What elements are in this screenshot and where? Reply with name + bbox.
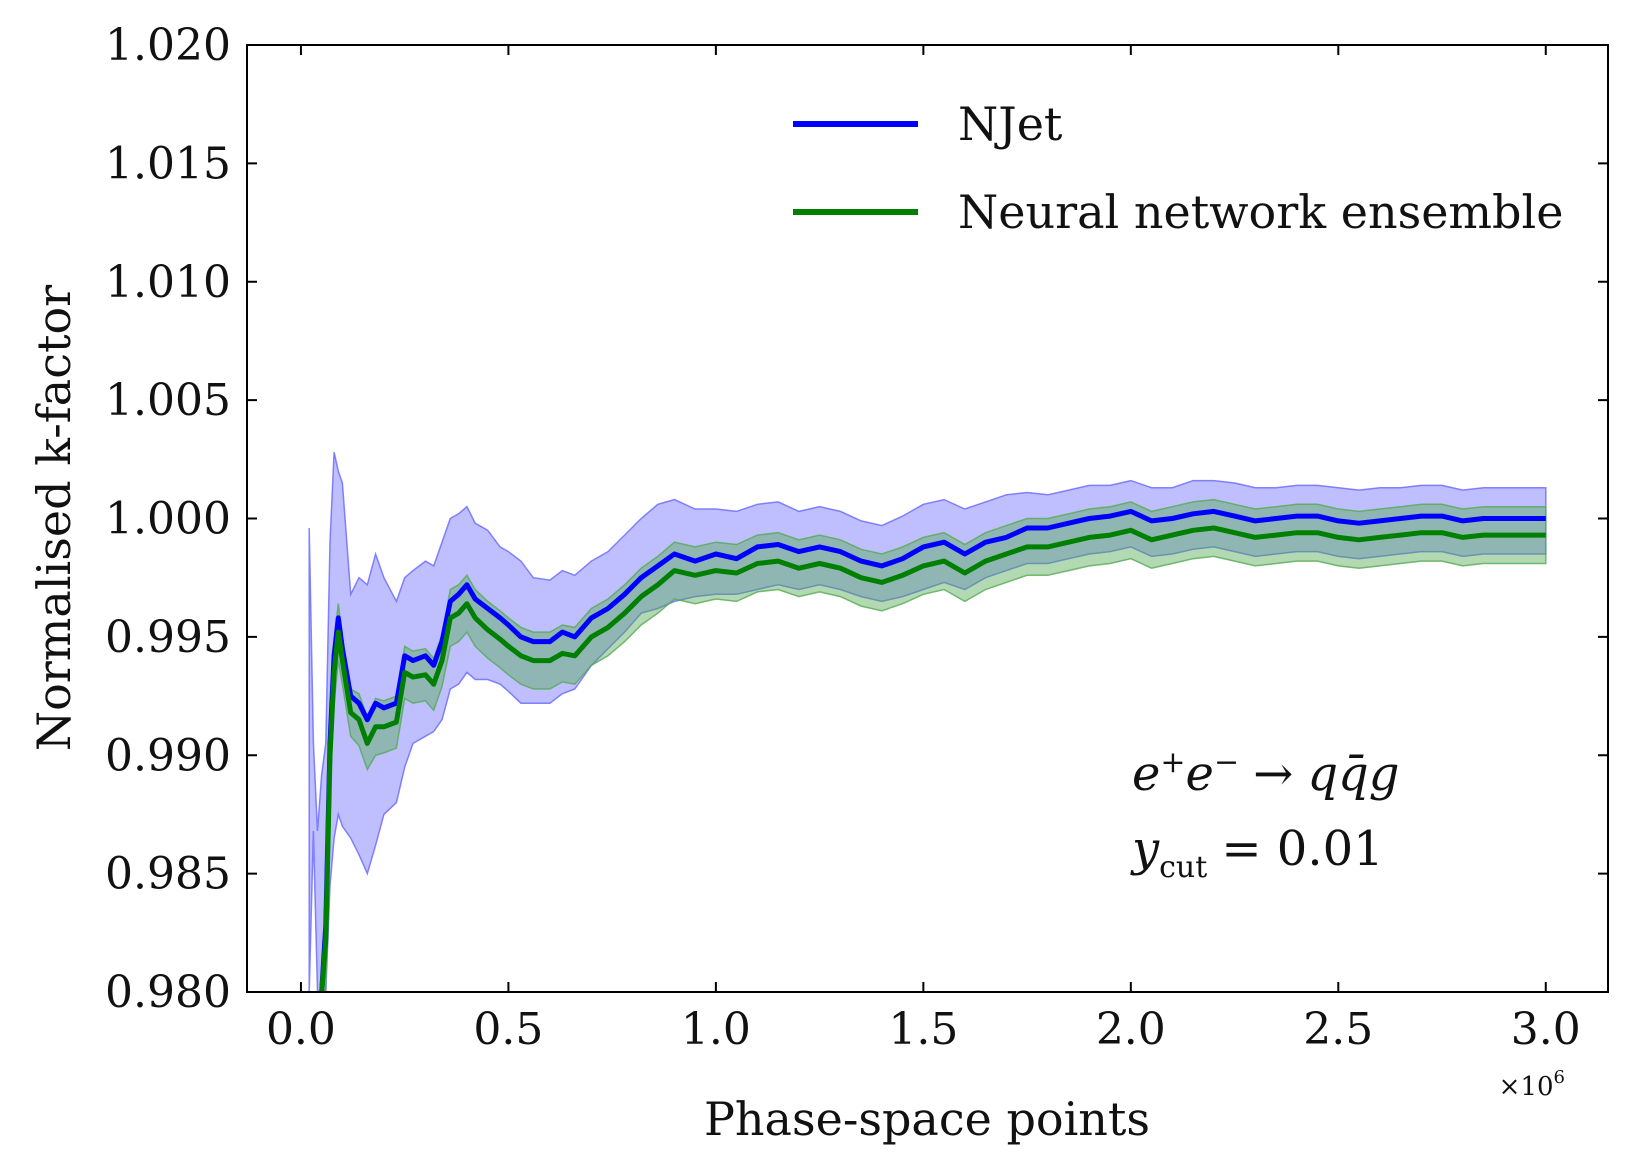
x-axis-ticks: 0.0 0.5 1.0 1.5 2.0 2.5 3.0 xyxy=(266,45,1581,1055)
y-tick-label: 1.000 xyxy=(105,494,231,545)
process-formula: e+e− → qq̄g xyxy=(1132,745,1400,802)
njet-line xyxy=(319,508,1546,992)
nn-ensemble-line xyxy=(319,525,1546,992)
y-tick-label: 1.010 xyxy=(105,257,231,308)
x-axis-multiplier: ×106 xyxy=(1499,1067,1565,1102)
y-tick-label: 0.995 xyxy=(105,612,231,663)
y-tick-label: 0.980 xyxy=(105,967,231,1018)
x-tick-label: 0.0 xyxy=(266,1004,336,1055)
legend-label-njet: NJet xyxy=(958,97,1063,151)
y-axis-ticks: 0.980 0.985 0.990 0.995 1.000 1.005 1.010 1.015… xyxy=(105,20,1608,1018)
x-tick-label: 2.5 xyxy=(1303,1004,1373,1055)
y-tick-label: 1.005 xyxy=(105,375,231,426)
y-axis-label: Normalised k-factor xyxy=(27,285,81,751)
x-tick-label: 2.0 xyxy=(1096,1004,1166,1055)
series-lines xyxy=(319,508,1546,992)
y-tick-label: 0.990 xyxy=(105,730,231,781)
ycut-formula: ycut = 0.01 xyxy=(1130,821,1384,885)
x-tick-label: 1.5 xyxy=(888,1004,958,1055)
y-tick-label: 1.020 xyxy=(105,20,231,71)
legend: NJet Neural network ensemble xyxy=(793,97,1563,239)
y-tick-label: 0.985 xyxy=(105,849,231,900)
x-tick-label: 0.5 xyxy=(473,1004,543,1055)
x-axis-label: Phase-space points xyxy=(704,1092,1150,1146)
process-annotation: e+e− → qq̄g ycut = 0.01 xyxy=(1130,745,1400,885)
y-tick-label: 1.015 xyxy=(105,138,231,189)
x-tick-label: 1.0 xyxy=(681,1004,751,1055)
legend-label-nn: Neural network ensemble xyxy=(958,185,1563,239)
x-tick-label: 3.0 xyxy=(1511,1004,1581,1055)
uncertainty-bands xyxy=(308,452,1547,992)
